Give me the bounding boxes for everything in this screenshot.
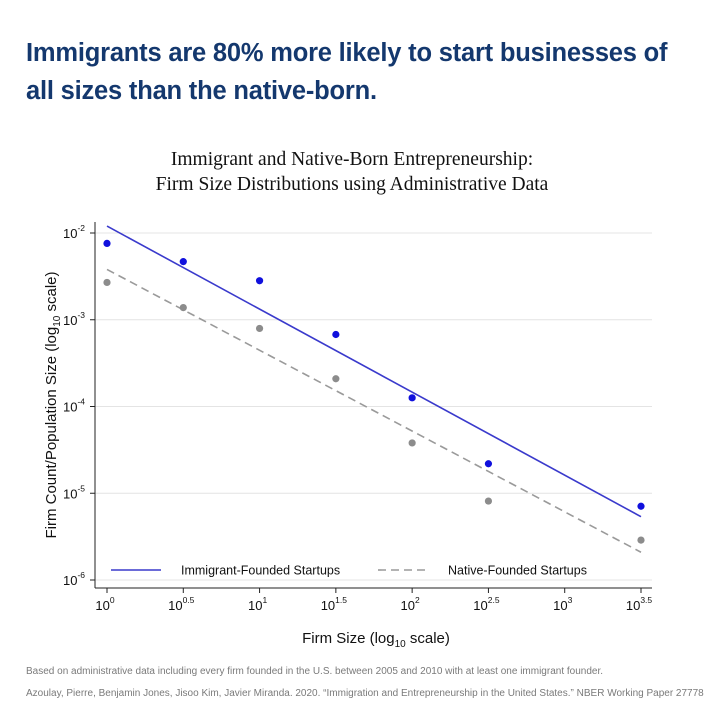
y-tick-exponent: -5 (77, 483, 85, 493)
y-axis-title: Firm Count/Population Size (log10 scale) (43, 271, 63, 538)
fit-line-immigrant (106, 225, 642, 518)
x-tick-exponent: 1 (262, 595, 267, 605)
x-tick-exponent: 0.5 (183, 595, 195, 605)
fit-lines (106, 225, 642, 553)
footnote-source: Based on administrative data including e… (26, 666, 604, 677)
chart-title-line-1: Immigrant and Native-Born Entrepreneursh… (170, 149, 534, 170)
chart-title-line-2: Firm Size Distributions using Administra… (155, 174, 549, 195)
y-tick-exponent: -3 (77, 310, 85, 320)
axis-title-text: Firm Size (log (302, 630, 395, 647)
chart-title: Immigrant and Native-Born Entrepreneursh… (0, 147, 704, 197)
x-tick-label: 102 (401, 595, 420, 613)
x-axis-title: Firm Size (log10 scale) (302, 630, 450, 650)
y-tick-exponent: -4 (77, 397, 85, 407)
x-tick-exponent: 0 (110, 595, 115, 605)
axes (90, 222, 652, 593)
x-tick-label: 101 (248, 595, 267, 613)
x-tick-exponent: 2 (415, 595, 420, 605)
data-point-immigrant (408, 394, 416, 402)
fit-line-native (106, 268, 642, 553)
x-tick-exponent: 3.5 (640, 595, 652, 605)
y-tick-exponent: -6 (77, 570, 85, 580)
y-tick-label: 10-5 (63, 483, 85, 501)
y-tick-label: 10-2 (63, 223, 85, 241)
headline: Immigrants are 80% more likely to start … (26, 39, 668, 105)
axis-title-subscript: 10 (395, 639, 407, 650)
footnote-citation: Azoulay, Pierre, Benjamin Jones, Jisoo K… (26, 688, 704, 699)
data-point-native (484, 497, 493, 505)
x-tick-label: 101.5 (321, 595, 348, 613)
legend: Immigrant-Founded Startups Native-Founded… (111, 564, 587, 578)
axis-title-subscript: 10 (52, 315, 63, 327)
gridlines (95, 232, 652, 581)
data-point-immigrant (103, 239, 111, 248)
y-tick-label: 10-6 (63, 570, 85, 588)
x-tick-exponent: 2.5 (488, 595, 500, 605)
x-tick-label: 100.5 (168, 595, 195, 613)
data-point-immigrant (637, 502, 645, 510)
axis-title-text: scale) (406, 630, 450, 647)
x-tick-label: 102.5 (473, 595, 500, 613)
data-point-immigrant (484, 460, 493, 468)
data-point-native (408, 439, 416, 447)
data-point-native (255, 324, 264, 333)
data-points (103, 239, 645, 544)
data-point-native (637, 536, 645, 544)
data-point-immigrant (255, 277, 264, 285)
y-tick-label: 10-3 (63, 310, 85, 328)
data-point-native (179, 304, 187, 312)
x-tick-exponent: 3 (568, 595, 573, 605)
x-tick-label: 103 (553, 595, 572, 613)
axis-title-text: Firm Count/Population Size (log (43, 327, 60, 539)
x-tick-label: 103.5 (626, 595, 653, 613)
y-tick-exponent: -2 (77, 223, 85, 233)
data-point-native (103, 278, 111, 287)
data-point-native (332, 375, 340, 383)
x-tick-exponent: 1.5 (335, 595, 347, 605)
legend-label-immigrant: Immigrant-Founded Startups (181, 564, 340, 578)
y-tick-label: 10-4 (63, 397, 85, 415)
data-point-immigrant (332, 330, 340, 339)
legend-label-native: Native-Founded Startups (448, 564, 587, 578)
x-tick-label: 100 (95, 595, 114, 613)
data-point-immigrant (179, 258, 187, 266)
axis-title-text: scale) (43, 271, 60, 315)
